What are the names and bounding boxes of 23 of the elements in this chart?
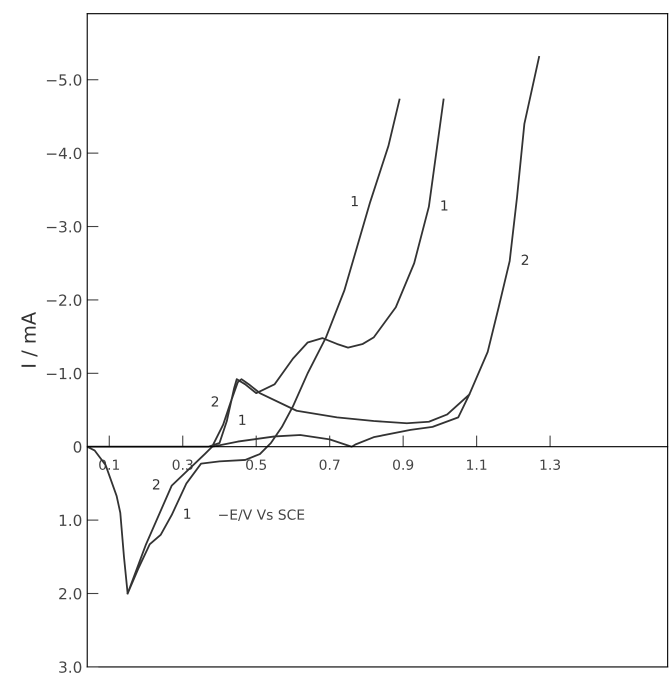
y-tick-label: −1.0 <box>46 368 82 380</box>
x-axis-title: −E/V Vs SCE <box>219 509 304 521</box>
x-tick-label: 0.5 <box>246 459 266 470</box>
y-tick-label: 3.0 <box>59 661 82 673</box>
y-tick-label: 0 <box>74 441 82 453</box>
x-tick-label: 0.7 <box>320 459 340 470</box>
annotation: 1 <box>239 414 246 425</box>
y-tick-label: −5.0 <box>46 74 82 86</box>
y-tick-label: 2.0 <box>59 588 82 600</box>
y-tick-label: −4.0 <box>46 148 82 160</box>
annotation: 2 <box>522 254 528 265</box>
annotation: 2 <box>212 396 218 407</box>
y-tick-label: 1.0 <box>60 514 82 526</box>
y-axis-title: I / mA <box>21 312 38 367</box>
annotation: 1 <box>441 200 448 211</box>
x-tick-label: 1.3 <box>540 459 560 470</box>
x-tick-label: 0.9 <box>393 459 414 470</box>
annotation: 1 <box>352 196 358 206</box>
annotation: 1 <box>184 508 190 519</box>
annotation: 2 <box>152 479 160 490</box>
x-tick-label: 1.1 <box>467 460 486 470</box>
y-tick-label: −2.0 <box>46 294 82 306</box>
y-tick-label: −3.0 <box>46 220 82 233</box>
